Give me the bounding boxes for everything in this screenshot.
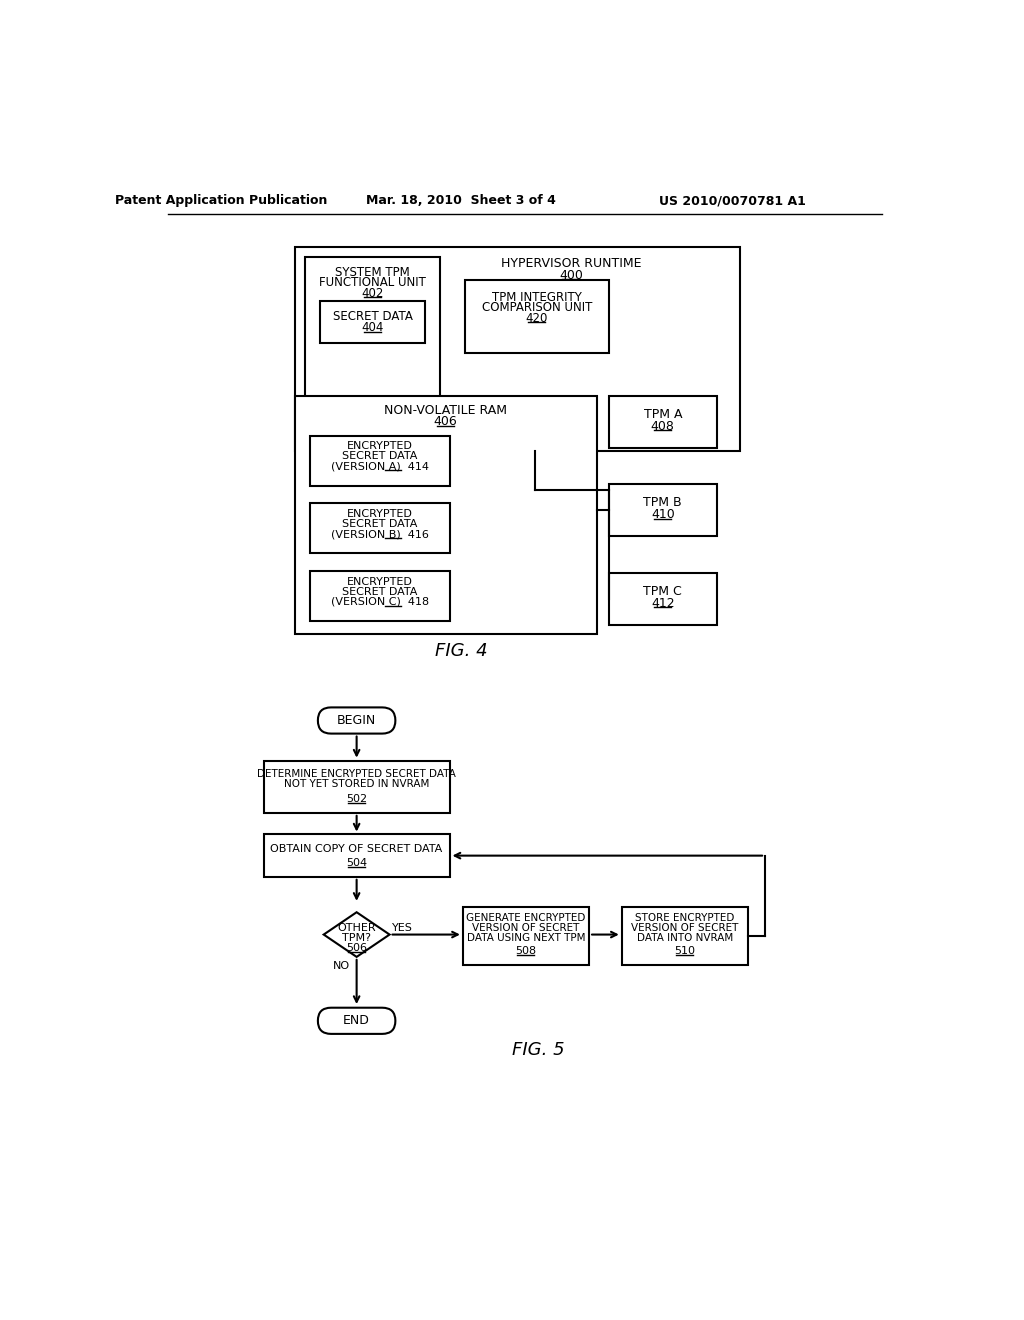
Text: FIG. 4: FIG. 4 <box>435 643 487 660</box>
Text: 502: 502 <box>346 795 368 804</box>
Text: NON-VOLATILE RAM: NON-VOLATILE RAM <box>384 404 507 417</box>
FancyBboxPatch shape <box>310 436 450 486</box>
Text: 420: 420 <box>525 312 548 325</box>
Text: HYPERVISOR RUNTIME: HYPERVISOR RUNTIME <box>501 257 641 271</box>
Text: COMPARISON UNIT: COMPARISON UNIT <box>481 301 592 314</box>
Text: FIG. 5: FIG. 5 <box>512 1041 565 1059</box>
Polygon shape <box>324 912 389 957</box>
Text: TPM?: TPM? <box>342 933 371 944</box>
FancyBboxPatch shape <box>295 247 740 451</box>
Text: 406: 406 <box>434 416 458 428</box>
Text: ENCRYPTED: ENCRYPTED <box>347 510 413 519</box>
Text: 400: 400 <box>559 269 583 282</box>
Text: SECRET DATA: SECRET DATA <box>342 519 418 529</box>
Text: US 2010/0070781 A1: US 2010/0070781 A1 <box>659 194 806 207</box>
FancyBboxPatch shape <box>608 573 717 626</box>
FancyBboxPatch shape <box>263 760 450 813</box>
Text: ENCRYPTED: ENCRYPTED <box>347 441 413 451</box>
FancyBboxPatch shape <box>295 396 597 635</box>
Text: NOT YET STORED IN NVRAM: NOT YET STORED IN NVRAM <box>284 779 429 788</box>
FancyBboxPatch shape <box>608 396 717 447</box>
Text: VERSION OF SECRET: VERSION OF SECRET <box>631 923 738 933</box>
FancyBboxPatch shape <box>317 1007 395 1034</box>
Text: YES: YES <box>392 924 413 933</box>
Text: 506: 506 <box>346 944 368 953</box>
Text: GENERATE ENCRYPTED: GENERATE ENCRYPTED <box>466 912 586 923</box>
Text: SECRET DATA: SECRET DATA <box>342 587 418 597</box>
Text: SYSTEM TPM: SYSTEM TPM <box>335 265 410 279</box>
Text: VERSION OF SECRET: VERSION OF SECRET <box>472 923 580 933</box>
Text: 402: 402 <box>361 286 384 300</box>
Text: TPM B: TPM B <box>643 496 682 510</box>
Text: (VERSION B)  416: (VERSION B) 416 <box>331 529 429 539</box>
Text: 504: 504 <box>346 858 368 869</box>
Text: 510: 510 <box>675 945 695 956</box>
Text: Patent Application Publication: Patent Application Publication <box>115 194 328 207</box>
Text: 508: 508 <box>515 945 537 956</box>
FancyBboxPatch shape <box>310 503 450 553</box>
Text: 408: 408 <box>651 420 675 433</box>
FancyBboxPatch shape <box>463 907 589 965</box>
Text: TPM A: TPM A <box>643 408 682 421</box>
Text: FUNCTIONAL UNIT: FUNCTIONAL UNIT <box>319 276 426 289</box>
FancyBboxPatch shape <box>321 301 425 343</box>
FancyBboxPatch shape <box>317 708 395 734</box>
Text: TPM INTEGRITY: TPM INTEGRITY <box>492 290 582 304</box>
Text: NO: NO <box>333 961 349 972</box>
Text: OTHER: OTHER <box>337 923 376 933</box>
FancyBboxPatch shape <box>305 257 440 444</box>
FancyBboxPatch shape <box>263 834 450 876</box>
Text: 410: 410 <box>651 508 675 521</box>
Text: (VERSION A)  414: (VERSION A) 414 <box>331 462 429 471</box>
Text: 412: 412 <box>651 597 675 610</box>
Text: STORE ENCRYPTED: STORE ENCRYPTED <box>635 912 734 923</box>
FancyBboxPatch shape <box>465 280 608 354</box>
Text: DATA INTO NVRAM: DATA INTO NVRAM <box>637 933 733 942</box>
Text: Mar. 18, 2010  Sheet 3 of 4: Mar. 18, 2010 Sheet 3 of 4 <box>367 194 556 207</box>
Text: BEGIN: BEGIN <box>337 714 376 727</box>
Text: DATA USING NEXT TPM: DATA USING NEXT TPM <box>467 933 585 942</box>
FancyBboxPatch shape <box>608 484 717 536</box>
Text: (VERSION C)  418: (VERSION C) 418 <box>331 597 429 607</box>
FancyBboxPatch shape <box>310 572 450 622</box>
Text: ENCRYPTED: ENCRYPTED <box>347 577 413 587</box>
Text: DETERMINE ENCRYPTED SECRET DATA: DETERMINE ENCRYPTED SECRET DATA <box>257 768 456 779</box>
Text: SECRET DATA: SECRET DATA <box>333 310 413 323</box>
Text: SECRET DATA: SECRET DATA <box>342 451 418 462</box>
FancyBboxPatch shape <box>622 907 748 965</box>
Text: 404: 404 <box>361 321 384 334</box>
Text: END: END <box>343 1014 370 1027</box>
Text: TPM C: TPM C <box>643 585 682 598</box>
Text: OBTAIN COPY OF SECRET DATA: OBTAIN COPY OF SECRET DATA <box>270 843 442 854</box>
